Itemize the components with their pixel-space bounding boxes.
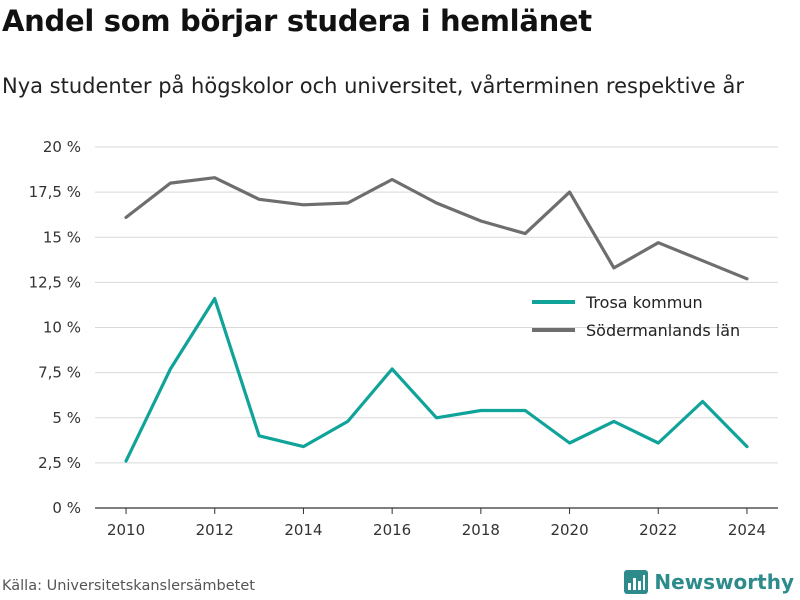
x-tick-label: 2022 xyxy=(639,521,677,539)
y-tick-label: 10 % xyxy=(43,319,81,337)
legend-item: Södermanlands län xyxy=(532,321,740,340)
series-line-1 xyxy=(124,176,749,281)
x-tick-label: 2014 xyxy=(284,521,322,539)
brand-name: Newsworthy xyxy=(654,570,794,594)
x-tick-label: 2020 xyxy=(550,521,588,539)
y-tick-label: 17,5 % xyxy=(29,183,81,201)
legend: Trosa kommun Södermanlands län xyxy=(532,293,740,340)
source-note: Källa: Universitetskanslersämbetet xyxy=(2,578,255,594)
grid-lines xyxy=(95,146,778,464)
x-axis-ticks: 2010 2012 2014 2016 2018 2020 2022 2024 xyxy=(107,508,766,539)
legend-item: Trosa kommun xyxy=(532,293,703,312)
y-tick-label: 12,5 % xyxy=(29,273,81,291)
x-tick-label: 2010 xyxy=(107,521,145,539)
y-tick-label: 20 % xyxy=(43,138,81,156)
y-tick-label: 15 % xyxy=(43,228,81,246)
line-chart: 0 % 2,5 % 5 % 7,5 % 10 % 12,5 % 15 % 17,5 % 20 %… xyxy=(29,138,778,539)
y-tick-label: 5 % xyxy=(52,409,81,427)
legend-label: Trosa kommun xyxy=(585,293,703,312)
x-tick-label: 2018 xyxy=(462,521,500,539)
series-line-0 xyxy=(124,297,749,463)
bar-chart-icon xyxy=(624,570,649,594)
series-lines xyxy=(124,176,749,463)
x-tick-label: 2012 xyxy=(196,521,234,539)
y-tick-label: 7,5 % xyxy=(38,364,81,382)
y-tick-label: 2,5 % xyxy=(38,454,81,472)
y-tick-label: 0 % xyxy=(52,499,81,517)
y-axis-ticks: 0 % 2,5 % 5 % 7,5 % 10 % 12,5 % 15 % 17,5 % 20 % xyxy=(29,138,81,517)
x-tick-label: 2024 xyxy=(728,521,766,539)
chart-title: Andel som börjar studera i hemlänet xyxy=(2,4,592,38)
chart-subtitle: Nya studenter på högskolor och universit… xyxy=(2,74,744,98)
brand-logo: Newsworthy xyxy=(624,570,794,594)
legend-label: Södermanlands län xyxy=(586,321,740,340)
x-tick-label: 2016 xyxy=(373,521,411,539)
